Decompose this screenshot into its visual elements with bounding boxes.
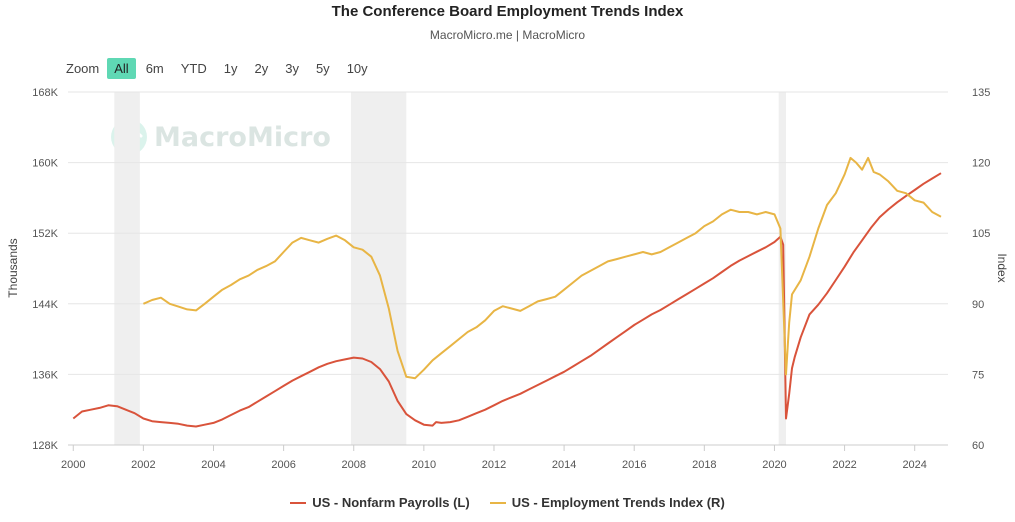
x-tick-label: 2022 bbox=[832, 459, 856, 471]
zoom-all-button[interactable]: All bbox=[107, 58, 136, 79]
left-tick-label: 168K bbox=[32, 87, 58, 99]
x-tick-label: 2002 bbox=[131, 459, 155, 471]
x-tick-label: 2024 bbox=[902, 459, 926, 471]
legend-label-eti: US - Employment Trends Index (R) bbox=[511, 495, 725, 510]
right-tick-label: 60 bbox=[972, 440, 984, 452]
right-tick-label: 135 bbox=[972, 87, 990, 99]
left-tick-label: 144K bbox=[32, 299, 58, 311]
right-tick-label: 105 bbox=[972, 228, 990, 240]
employment-trends-index-line bbox=[142, 156, 942, 380]
nonfarm-payrolls-line bbox=[72, 172, 942, 428]
x-axis: 2000 2002 2004 2006 2008 2010 2012 2014 2016 2018… bbox=[61, 445, 927, 471]
right-tick-label: 75 bbox=[972, 369, 984, 381]
left-axis-title: Thousands bbox=[6, 238, 20, 297]
x-tick-label: 2008 bbox=[341, 459, 365, 471]
watermark-text: MacroMicro bbox=[154, 121, 331, 153]
legend: US - Nonfarm Payrolls (L) US - Employmen… bbox=[0, 495, 1015, 510]
right-axis: 60 75 90 105 120 135 bbox=[972, 87, 990, 452]
zoom-1y-button[interactable]: 1y bbox=[223, 61, 238, 76]
grid-lines bbox=[68, 91, 948, 446]
x-tick-label: 2004 bbox=[201, 459, 225, 471]
x-tick-label: 2014 bbox=[552, 459, 576, 471]
legend-swatch-payrolls bbox=[290, 501, 307, 504]
left-tick-label: 160K bbox=[32, 158, 58, 170]
left-tick-label: 128K bbox=[32, 440, 58, 452]
left-axis: 128K 136K 144K 152K 160K 168K bbox=[32, 87, 58, 452]
zoom-5y-button[interactable]: 5y bbox=[315, 61, 330, 76]
legend-label-payrolls: US - Nonfarm Payrolls (L) bbox=[312, 495, 470, 510]
series-lines bbox=[72, 156, 942, 428]
zoom-3y-button[interactable]: 3y bbox=[285, 61, 299, 76]
zoom-toolbar: Zoom All 6m YTD 1y 2y 3y 5y 10y bbox=[66, 57, 378, 80]
chart-title: The Conference Board Employment Trends I… bbox=[331, 3, 684, 20]
zoom-10y-button[interactable]: 10y bbox=[346, 61, 368, 76]
x-tick-label: 2016 bbox=[622, 459, 646, 471]
x-tick-label: 2018 bbox=[692, 459, 716, 471]
right-tick-label: 90 bbox=[972, 299, 984, 311]
left-tick-label: 136K bbox=[32, 369, 58, 381]
recession-bands bbox=[114, 92, 787, 445]
chart-subtitle: MacroMicro.me | MacroMicro bbox=[429, 28, 586, 42]
right-tick-label: 120 bbox=[972, 158, 990, 170]
legend-item-eti[interactable]: US - Employment Trends Index (R) bbox=[489, 495, 725, 510]
zoom-label: Zoom bbox=[66, 61, 100, 76]
zoom-6m-button[interactable]: 6m bbox=[145, 61, 164, 76]
legend-swatch-eti bbox=[489, 501, 506, 504]
zoom-2y-button[interactable]: 2y bbox=[254, 61, 269, 76]
x-tick-label: 2010 bbox=[412, 459, 436, 471]
legend-item-payrolls[interactable]: US - Nonfarm Payrolls (L) bbox=[290, 495, 470, 510]
x-tick-label: 2020 bbox=[762, 459, 786, 471]
recession-band-0 bbox=[114, 92, 140, 445]
x-tick-label: 2006 bbox=[271, 459, 295, 471]
left-tick-label: 152K bbox=[32, 228, 58, 240]
x-tick-label: 2000 bbox=[61, 459, 85, 471]
right-axis-title: Index bbox=[995, 253, 1009, 282]
x-tick-label: 2012 bbox=[482, 459, 506, 471]
recession-band-1 bbox=[350, 92, 407, 445]
zoom-ytd-button[interactable]: YTD bbox=[180, 61, 207, 76]
